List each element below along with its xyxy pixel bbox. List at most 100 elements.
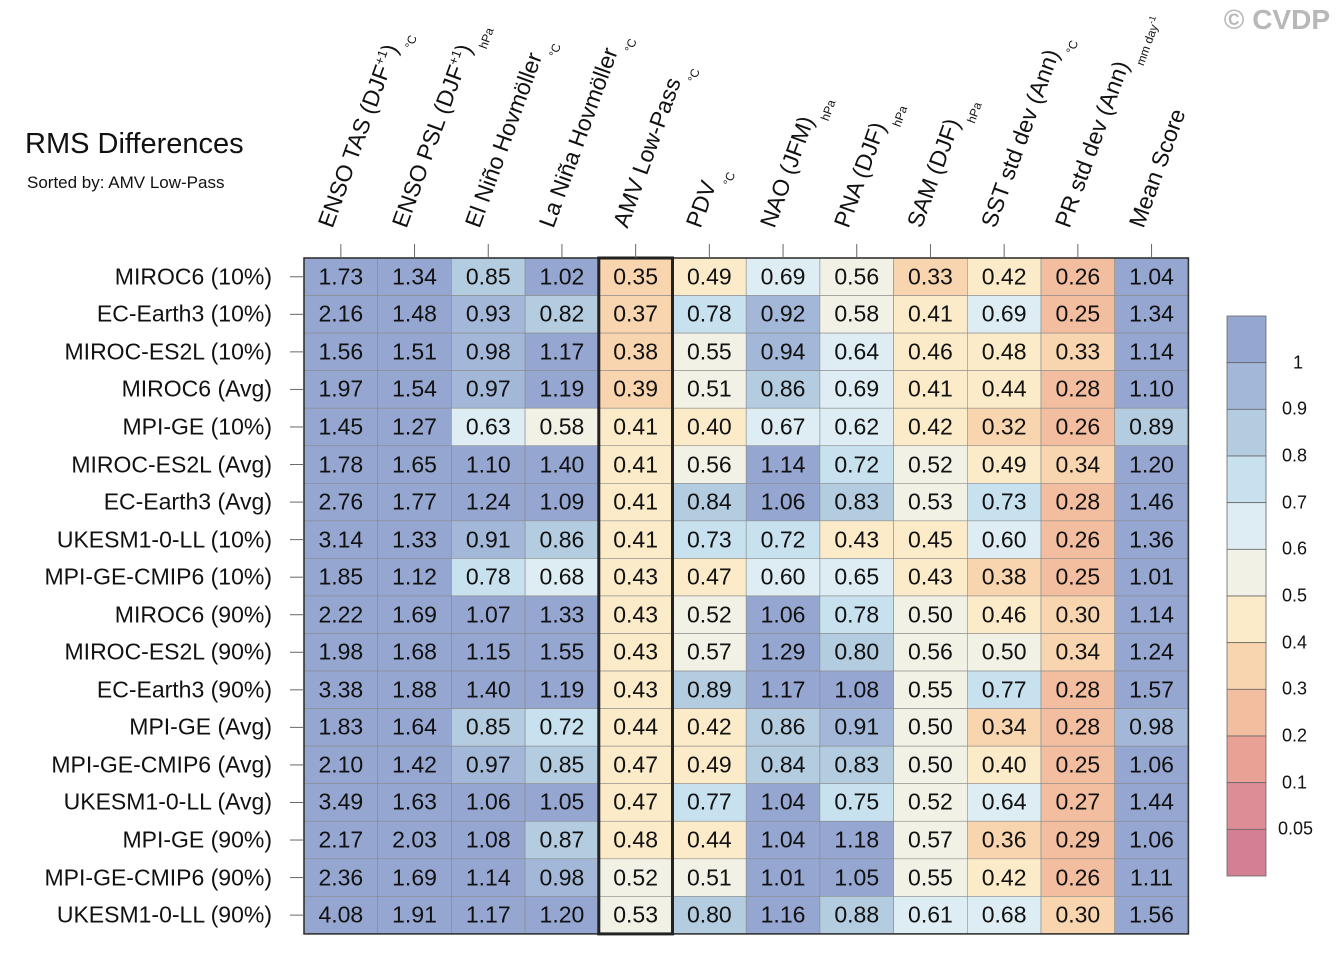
cell-value: 1.15 xyxy=(465,638,511,665)
cell-value: 0.46 xyxy=(981,601,1027,628)
cell-value: 0.64 xyxy=(981,788,1027,815)
heatmap-cell xyxy=(524,896,600,935)
heatmap-cell xyxy=(598,445,673,484)
row-label: MPI-GE (90%) xyxy=(122,826,272,853)
cell-value: 1.01 xyxy=(760,864,806,891)
cell-value: 0.84 xyxy=(686,488,732,515)
heatmap-cell xyxy=(819,783,894,822)
colorbar-segment xyxy=(1226,362,1267,410)
heatmap-cell xyxy=(893,595,968,634)
heatmap-cell xyxy=(966,858,1042,897)
heatmap-cell xyxy=(966,482,1042,522)
cell-value: 0.78 xyxy=(834,601,880,628)
heatmap-cell xyxy=(377,633,452,672)
heatmap-cell xyxy=(966,783,1042,822)
cell-value: 1.78 xyxy=(318,451,364,478)
cell-value: 0.38 xyxy=(613,338,659,365)
cell-value: 1.10 xyxy=(465,451,511,478)
heatmap-cell xyxy=(745,633,821,672)
cell-value: 0.91 xyxy=(834,713,880,740)
cell-value: 0.97 xyxy=(465,751,511,778)
cell-value: 1.83 xyxy=(318,713,364,740)
colorbar-label: 1 xyxy=(1293,352,1304,373)
cell-value: 0.85 xyxy=(465,263,511,290)
heatmap-cell xyxy=(893,633,968,672)
heatmap-cell xyxy=(672,745,747,785)
cell-value: 0.44 xyxy=(613,713,659,740)
heatmap-cell xyxy=(451,482,526,522)
cell-value: 1.69 xyxy=(392,864,437,891)
cell-value: 0.69 xyxy=(981,300,1027,327)
cell-value: 1.05 xyxy=(834,864,880,891)
heatmap-cell xyxy=(377,558,452,597)
cell-value: 0.61 xyxy=(908,901,953,928)
cell-value: 1.29 xyxy=(760,638,806,665)
heatmap-cell xyxy=(1040,670,1115,709)
heatmap-cell xyxy=(672,633,747,672)
cell-value: 0.28 xyxy=(1055,676,1101,703)
heatmap-cell xyxy=(672,520,747,559)
cell-value: 1.77 xyxy=(392,488,437,515)
cell-value: 1.27 xyxy=(392,413,437,440)
cell-value: 1.91 xyxy=(392,901,437,928)
cell-value: 0.25 xyxy=(1055,563,1101,590)
cell-value: 0.41 xyxy=(613,413,659,440)
heatmap-cell xyxy=(451,896,526,935)
colorbar-segment xyxy=(1226,408,1267,457)
heatmap-cell xyxy=(1114,558,1189,597)
colorbar-label: 0.05 xyxy=(1278,818,1314,839)
cell-value: 0.44 xyxy=(981,375,1027,402)
heatmap-cell xyxy=(819,633,894,672)
cell-value: 1.64 xyxy=(392,713,437,740)
row-label: MIROC-ES2L (Avg) xyxy=(71,451,272,478)
row-label: MIROC6 (Avg) xyxy=(121,375,272,402)
heatmap-cell xyxy=(966,896,1042,935)
heatmap-cell xyxy=(672,558,747,597)
heatmap-cell xyxy=(303,858,378,897)
cell-value: 0.89 xyxy=(1129,413,1174,440)
cell-value: 1.34 xyxy=(392,263,437,290)
cell-value: 0.41 xyxy=(613,451,659,478)
cell-value: 1.97 xyxy=(318,375,364,402)
cell-value: 0.50 xyxy=(981,638,1027,665)
heatmap-cell xyxy=(672,370,747,409)
cell-value: 1.04 xyxy=(760,788,806,815)
colorbar-label: 0.5 xyxy=(1282,585,1308,606)
cell-value: 0.49 xyxy=(981,451,1027,478)
cell-value: 0.57 xyxy=(686,638,732,665)
colorbar-segment xyxy=(1226,315,1267,364)
cell-value: 1.14 xyxy=(1129,338,1174,365)
heatmap-cell xyxy=(1114,633,1189,672)
cell-value: 0.29 xyxy=(1055,826,1101,853)
cell-value: 1.05 xyxy=(539,788,585,815)
heatmap-cell xyxy=(1114,858,1189,897)
cell-value: 0.80 xyxy=(834,638,880,665)
cell-value: 0.48 xyxy=(613,826,659,853)
heatmap-cell xyxy=(819,482,894,522)
heatmap-cell xyxy=(819,595,894,634)
heatmap-cell xyxy=(1040,407,1115,447)
cell-value: 3.14 xyxy=(318,526,364,553)
heatmap-cell xyxy=(745,295,821,334)
row-label: MIROC-ES2L (10%) xyxy=(64,338,272,365)
cell-value: 0.50 xyxy=(908,713,953,740)
heatmap-cell xyxy=(303,370,378,409)
watermark: © CVDP xyxy=(1223,4,1330,35)
cell-value: 0.33 xyxy=(908,263,953,290)
cell-value: 0.72 xyxy=(760,526,806,553)
cell-value: 0.80 xyxy=(686,901,732,928)
cell-value: 0.98 xyxy=(539,864,585,891)
row-label: UKESM1-0-LL (Avg) xyxy=(63,788,272,815)
cell-value: 1.06 xyxy=(465,788,511,815)
heatmap-cell xyxy=(1040,520,1115,559)
cell-value: 0.72 xyxy=(834,451,880,478)
cell-value: 1.40 xyxy=(465,676,511,703)
heatmap-cell xyxy=(966,445,1042,484)
cell-value: 0.92 xyxy=(760,300,806,327)
heatmap-cell xyxy=(524,407,600,447)
heatmap-cell xyxy=(819,820,894,860)
cell-value: 0.25 xyxy=(1055,300,1101,327)
heatmap-cell xyxy=(893,482,968,522)
colorbar-segment xyxy=(1226,642,1267,690)
